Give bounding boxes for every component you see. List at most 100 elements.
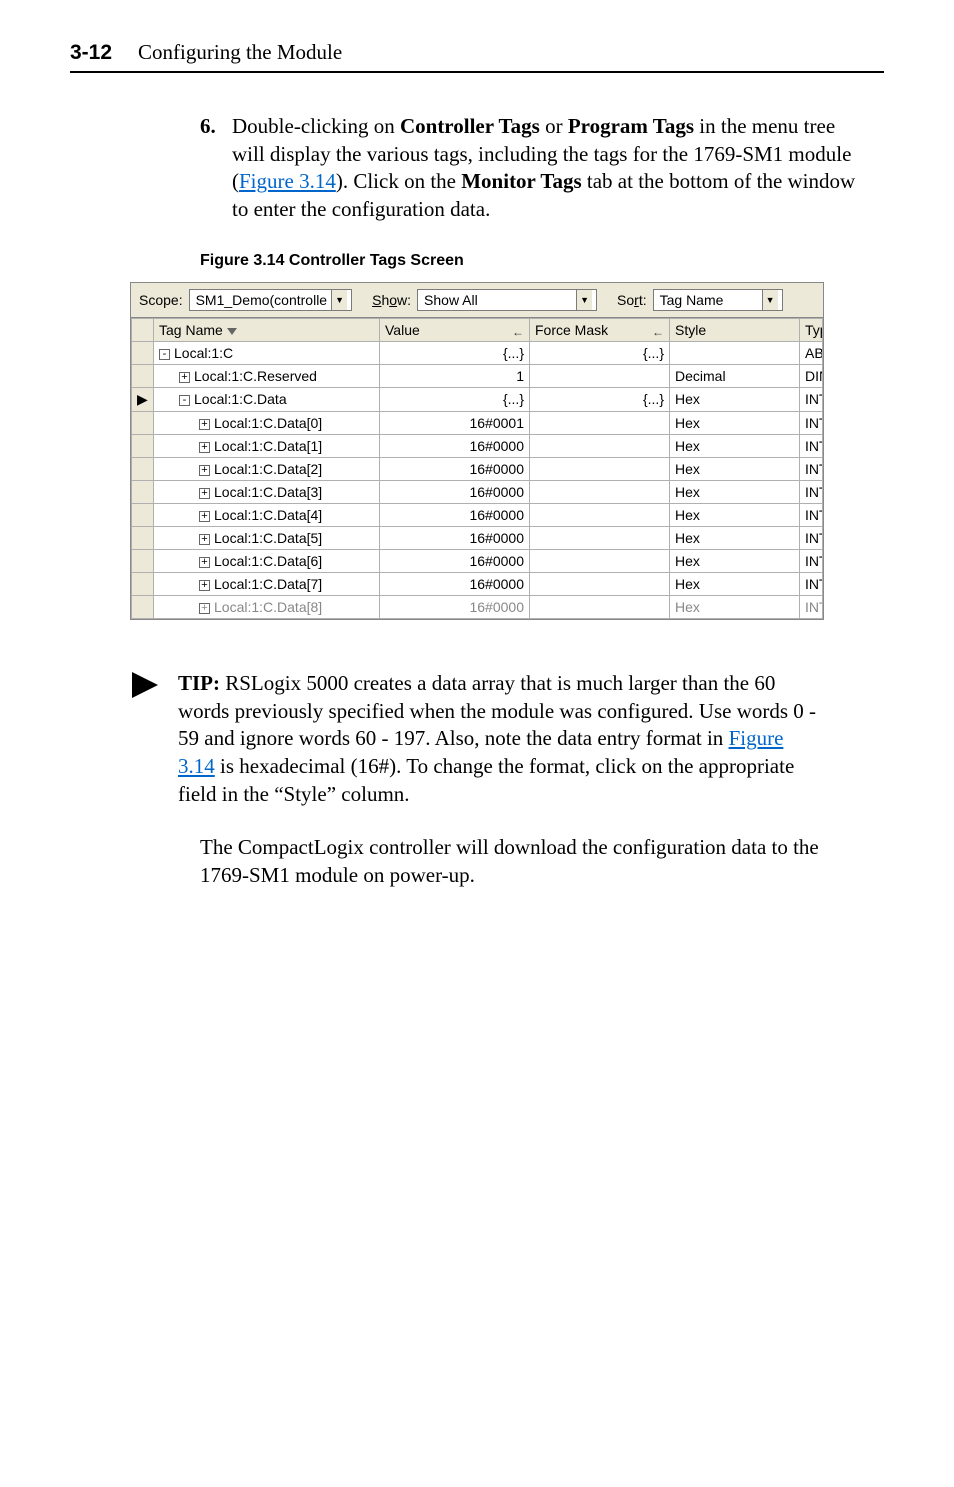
- col-forcemask[interactable]: Force Mask←: [530, 318, 670, 341]
- cell-tagname[interactable]: -Local:1:C: [154, 341, 380, 364]
- cell-forcemask[interactable]: {...}: [530, 341, 670, 364]
- cell-value[interactable]: {...}: [380, 341, 530, 364]
- table-row[interactable]: ▶-Local:1:C.Data{...}{...}HexINT[198]: [132, 387, 823, 411]
- cell-tagname[interactable]: +Local:1:C.Data[3]: [154, 480, 380, 503]
- cell-style[interactable]: Hex: [670, 480, 800, 503]
- cell-style[interactable]: Hex: [670, 572, 800, 595]
- row-header[interactable]: [132, 595, 154, 618]
- row-header[interactable]: [132, 526, 154, 549]
- cell-value[interactable]: 16#0000: [380, 595, 530, 618]
- cell-value[interactable]: 16#0000: [380, 549, 530, 572]
- cell-forcemask[interactable]: [530, 503, 670, 526]
- col-tagname[interactable]: Tag Name: [154, 318, 380, 341]
- table-row[interactable]: +Local:1:C.Data[1]16#0000HexINT: [132, 434, 823, 457]
- step-text: ). Click on the: [336, 169, 461, 193]
- cell-tagname[interactable]: +Local:1:C.Data[8]: [154, 595, 380, 618]
- cell-style[interactable]: Hex: [670, 434, 800, 457]
- cell-style[interactable]: [670, 341, 800, 364]
- cell-style[interactable]: Hex: [670, 549, 800, 572]
- cell-value[interactable]: {...}: [380, 387, 530, 411]
- cell-tagname[interactable]: -Local:1:C.Data: [154, 387, 380, 411]
- col-type[interactable]: Type: [800, 318, 823, 341]
- cell-style[interactable]: Hex: [670, 457, 800, 480]
- cell-forcemask[interactable]: [530, 457, 670, 480]
- cell-type: INT: [800, 526, 823, 549]
- table-row[interactable]: +Local:1:C.Data[7]16#0000HexINT: [132, 572, 823, 595]
- collapse-icon[interactable]: -: [159, 349, 170, 360]
- table-row[interactable]: +Local:1:C.Data[6]16#0000HexINT: [132, 549, 823, 572]
- cell-value[interactable]: 16#0000: [380, 572, 530, 595]
- table-row[interactable]: +Local:1:C.Data[8]16#0000HexINT: [132, 595, 823, 618]
- row-header[interactable]: [132, 411, 154, 434]
- page-number: 3-12: [70, 41, 112, 65]
- expand-icon[interactable]: +: [199, 465, 210, 476]
- row-header[interactable]: [132, 434, 154, 457]
- cell-value[interactable]: 16#0000: [380, 457, 530, 480]
- figure-link[interactable]: Figure 3.14: [239, 169, 336, 193]
- row-header[interactable]: [132, 480, 154, 503]
- table-row[interactable]: +Local:1:C.Data[4]16#0000HexINT: [132, 503, 823, 526]
- cell-value[interactable]: 16#0001: [380, 411, 530, 434]
- cell-tagname[interactable]: +Local:1:C.Data[0]: [154, 411, 380, 434]
- cell-tagname[interactable]: +Local:1:C.Reserved: [154, 364, 380, 387]
- expand-icon[interactable]: +: [199, 419, 210, 430]
- expand-icon[interactable]: +: [199, 442, 210, 453]
- scope-combo[interactable]: SM1_Demo(controlle ▼: [189, 289, 353, 311]
- cell-style[interactable]: Decimal: [670, 364, 800, 387]
- row-header[interactable]: [132, 364, 154, 387]
- cell-forcemask[interactable]: [530, 434, 670, 457]
- table-row[interactable]: -Local:1:C{...}{...}AB:1769_MODUL...: [132, 341, 823, 364]
- cell-forcemask[interactable]: [530, 364, 670, 387]
- expand-icon[interactable]: +: [199, 488, 210, 499]
- expand-icon[interactable]: +: [179, 372, 190, 383]
- cell-forcemask[interactable]: [530, 411, 670, 434]
- cell-forcemask[interactable]: [530, 526, 670, 549]
- cell-forcemask[interactable]: [530, 572, 670, 595]
- cell-value[interactable]: 16#0000: [380, 434, 530, 457]
- cell-tagname[interactable]: +Local:1:C.Data[7]: [154, 572, 380, 595]
- row-header[interactable]: [132, 549, 154, 572]
- cell-style[interactable]: Hex: [670, 503, 800, 526]
- row-header[interactable]: [132, 503, 154, 526]
- row-header[interactable]: [132, 457, 154, 480]
- cell-forcemask[interactable]: [530, 549, 670, 572]
- cell-tagname[interactable]: +Local:1:C.Data[2]: [154, 457, 380, 480]
- expand-icon[interactable]: +: [199, 511, 210, 522]
- cell-style[interactable]: Hex: [670, 526, 800, 549]
- table-row[interactable]: +Local:1:C.Data[3]16#0000 HexINT: [132, 480, 823, 503]
- table-row[interactable]: + Local:1:C.Data[5] 16#0000 HexINT: [132, 526, 823, 549]
- show-combo[interactable]: Show All ▼: [417, 289, 597, 311]
- row-header[interactable]: ▶: [132, 387, 154, 411]
- row-header[interactable]: [132, 341, 154, 364]
- cell-forcemask[interactable]: [530, 480, 670, 503]
- table-row[interactable]: +Local:1:C.Reserved1DecimalDINT: [132, 364, 823, 387]
- row-header[interactable]: [132, 572, 154, 595]
- cell-value[interactable]: 16#0000: [380, 526, 530, 549]
- cell-forcemask[interactable]: {...}: [530, 387, 670, 411]
- cell-forcemask[interactable]: [530, 595, 670, 618]
- cell-tagname[interactable]: +Local:1:C.Data[4]: [154, 503, 380, 526]
- cell-style[interactable]: Hex: [670, 387, 800, 411]
- col-value[interactable]: Value←: [380, 318, 530, 341]
- col-style[interactable]: Style: [670, 318, 800, 341]
- table-row[interactable]: +Local:1:C.Data[2]16#0000HexINT: [132, 457, 823, 480]
- tip-block: TIP: RSLogix 5000 creates a data array t…: [130, 670, 824, 809]
- sort-desc-icon: [227, 328, 237, 335]
- tagname-text: Local:1:C.Data[5]: [214, 530, 322, 546]
- expand-icon[interactable]: +: [199, 603, 210, 614]
- cell-style[interactable]: Hex: [670, 595, 800, 618]
- expand-icon[interactable]: +: [199, 580, 210, 591]
- table-row[interactable]: +Local:1:C.Data[0]16#0001HexINT: [132, 411, 823, 434]
- expand-icon[interactable]: +: [199, 534, 210, 545]
- cell-tagname[interactable]: +Local:1:C.Data[6]: [154, 549, 380, 572]
- cell-value[interactable]: 16#0000: [380, 503, 530, 526]
- cell-type: INT: [800, 480, 823, 503]
- cell-tagname[interactable]: + Local:1:C.Data[5]: [154, 526, 380, 549]
- cell-value[interactable]: 1: [380, 364, 530, 387]
- cell-tagname[interactable]: +Local:1:C.Data[1]: [154, 434, 380, 457]
- cell-value[interactable]: 16#0000: [380, 480, 530, 503]
- collapse-icon[interactable]: -: [179, 395, 190, 406]
- sort-combo[interactable]: Tag Name ▼: [653, 289, 783, 311]
- cell-style[interactable]: Hex: [670, 411, 800, 434]
- expand-icon[interactable]: +: [199, 557, 210, 568]
